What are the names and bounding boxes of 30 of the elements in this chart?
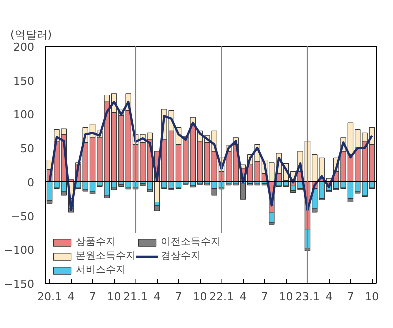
y-tick-label: 150 [14,74,35,88]
x-tick-label: 10 [193,290,208,304]
x-tick-label: 7 [261,290,268,304]
x-tick-label: 21.1 [124,290,148,304]
y-tick-label: 50 [20,142,35,156]
legend-label: 경상수지 [161,250,201,263]
x-tick-label: 23.1 [295,290,320,304]
x-tick-label: 22.1 [210,290,234,304]
x-tick-label: 10 [365,290,380,304]
y-tick-label: −150 [4,278,35,291]
legend-label: 이전소득수지 [161,236,221,249]
x-tick-label: 4 [154,290,161,304]
legend-label: 상품수지 [76,236,116,249]
x-tick-label: 4 [240,290,247,304]
x-tick-label: 20.1 [38,290,62,304]
y-tick-label: 100 [14,108,35,122]
y-tick-label: 0 [28,176,34,190]
y-tick-label: 200 [14,41,35,54]
x-tick-label: 7 [347,290,354,304]
x-tick-label: 10 [279,290,294,304]
x-tick-label: 7 [175,290,182,304]
y-tick-label: −50 [11,210,35,224]
y-tick-label: −100 [4,244,35,258]
x-tick-label: 4 [68,290,75,304]
x-tick-label: 10 [107,290,122,304]
legend-label: 본원소득수지 [76,250,136,263]
legend-label: 서비스수지 [76,264,126,277]
y-axis-title: (억달러) [10,28,52,42]
x-tick-label: 7 [89,290,96,304]
x-tick-label: 4 [326,290,333,304]
